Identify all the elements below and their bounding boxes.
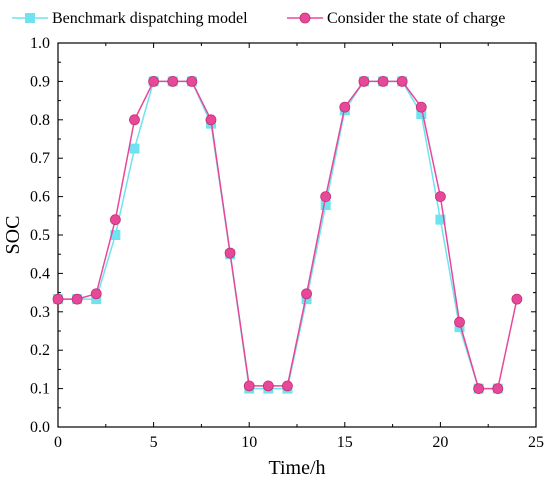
data-point-square [435, 214, 446, 225]
x-tick-label: 20 [432, 434, 448, 451]
y-tick-label: 0.7 [30, 150, 50, 167]
data-point-circle [52, 293, 64, 305]
y-tick-label: 0.6 [30, 189, 50, 206]
axes-group [57, 42, 537, 428]
legend-label: Consider the state of charge [327, 10, 505, 27]
data-point-circle [148, 76, 160, 87]
x-tick-label: 10 [241, 434, 257, 451]
plot-frame [57, 42, 537, 428]
y-tick-label: 0.5 [30, 227, 50, 244]
tick-group: 0 5 10 15 20 25 0.0 0.1 0.2 0.3 0.4 0.5 0.6 0.7 0.8 0.9… [30, 35, 544, 451]
data-point-circle [358, 76, 370, 87]
y-tick-label: 0.4 [30, 265, 50, 282]
series-soc-considered [52, 76, 523, 395]
y-tick-label: 0.9 [30, 73, 50, 90]
y-tick-label: 0.1 [30, 381, 50, 398]
data-point-circle [129, 114, 140, 126]
legend-item: Consider the state of charge [287, 10, 505, 27]
data-point-circle [511, 293, 523, 305]
legend-label: Benchmark dispatching model [52, 10, 248, 27]
y-tick-label: 0.3 [30, 304, 50, 321]
legend-item: Benchmark dispatching model [12, 10, 248, 27]
x-tick-label: 25 [528, 434, 544, 451]
data-point-circle [396, 76, 408, 87]
data-point-square [129, 143, 140, 154]
y-tick-label: 0.2 [30, 342, 50, 359]
data-point-circle [473, 383, 485, 395]
y-tick-label: 1.0 [30, 35, 50, 52]
series-line [58, 80, 518, 390]
data-point-circle [415, 101, 427, 113]
data-point-circle [71, 293, 83, 305]
series-line [58, 80, 498, 390]
x-tick-label: 15 [337, 434, 353, 451]
data-point-circle [282, 380, 293, 392]
legend-marker-circle [299, 12, 311, 24]
y-axis-title: SOC [2, 216, 24, 255]
legend: Benchmark dispatching model Consider the … [12, 10, 505, 27]
data-point-circle [205, 114, 217, 126]
series-group [52, 76, 523, 395]
data-point-circle [377, 76, 389, 87]
data-point-circle [109, 214, 121, 226]
data-point-circle [262, 380, 274, 392]
data-point-circle [90, 288, 102, 300]
data-point-circle [301, 288, 312, 300]
legend-marker-square [25, 13, 35, 23]
series-benchmark [53, 76, 503, 394]
data-point-circle [243, 380, 255, 392]
data-point-circle [320, 191, 332, 203]
data-point-circle [167, 76, 179, 87]
data-point-circle [186, 76, 198, 87]
data-point-circle [224, 247, 236, 259]
x-tick-label: 0 [54, 434, 62, 451]
data-point-circle [339, 101, 351, 113]
x-tick-label: 5 [150, 434, 158, 451]
data-point-circle [492, 383, 504, 395]
y-tick-label: 0.0 [30, 419, 50, 436]
x-axis-title: Time/h [268, 457, 325, 479]
data-point-circle [434, 191, 446, 203]
data-point-circle [454, 316, 465, 328]
y-tick-label: 0.8 [30, 112, 50, 129]
